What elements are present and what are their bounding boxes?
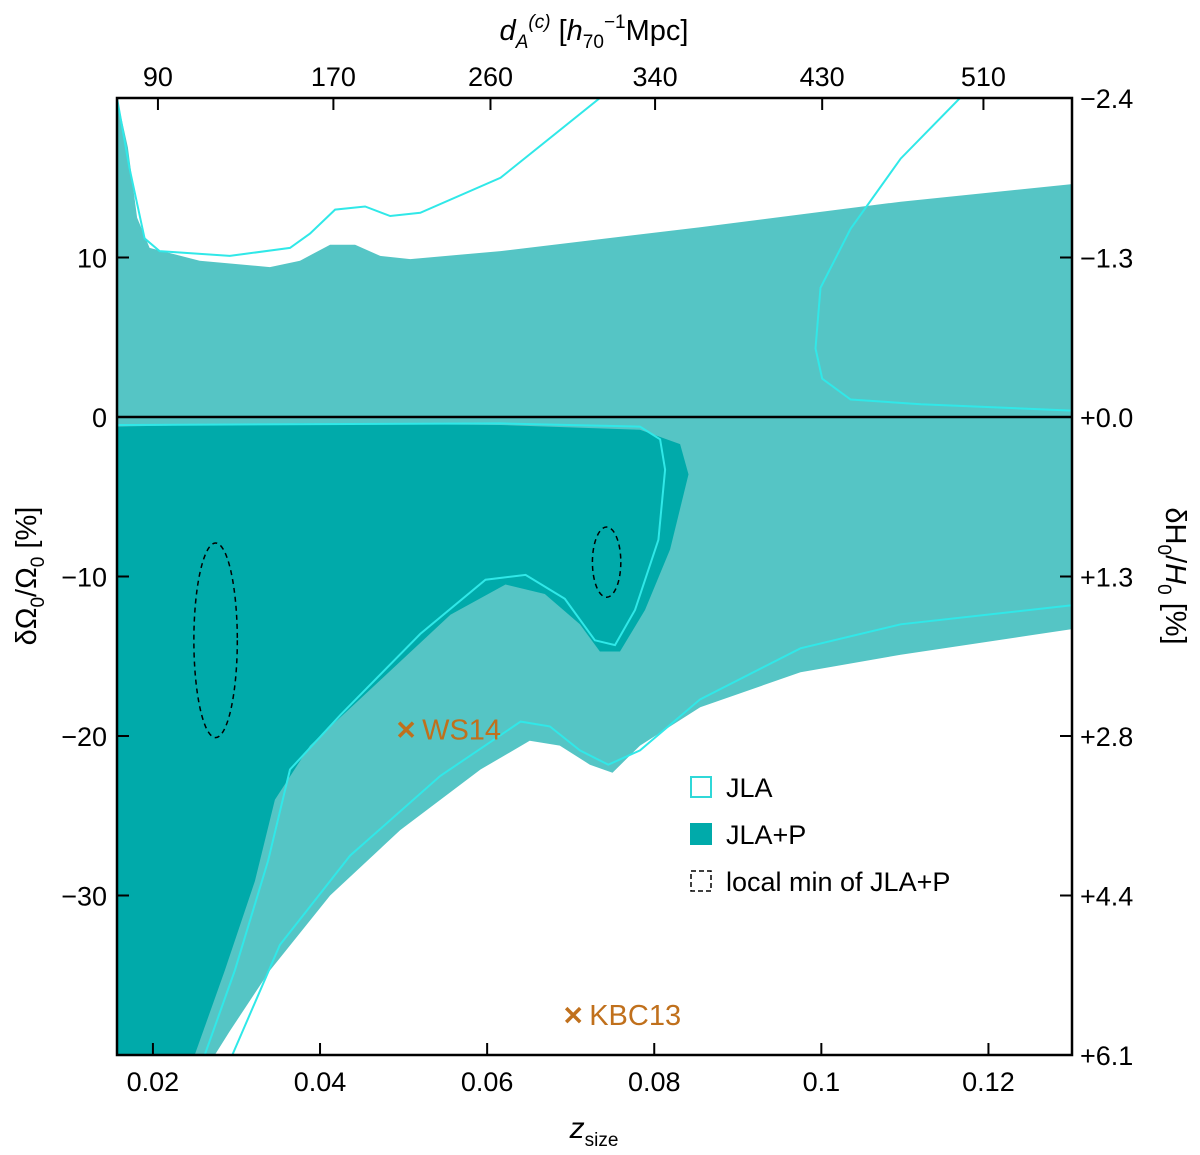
y2-tick-label: +6.1: [1080, 1041, 1133, 1071]
y-tick-label: 0: [92, 403, 107, 433]
y-axis-label-part: /Ω: [11, 567, 43, 597]
y2-tick-label: −2.4: [1080, 84, 1133, 114]
legend-label: JLA: [726, 773, 773, 803]
y-tick-label: −10: [61, 563, 107, 593]
x2-tick-label: 90: [143, 62, 173, 92]
jla-contour: [117, 98, 601, 257]
y2-tick-label: −1.3: [1080, 244, 1133, 274]
x2-axis-label: dA(c) [h70−1Mpc]: [500, 12, 689, 53]
y2-axis-label-part: 0: [1153, 584, 1174, 595]
x2-axis-label-part: Mpc]: [626, 15, 689, 47]
point-marker: [397, 721, 415, 738]
y2-axis-label-part: H: [1159, 563, 1191, 584]
x-axis-label-part: z: [569, 1112, 585, 1145]
x2-tick-label: 260: [468, 62, 513, 92]
y-tick-label: −30: [61, 882, 107, 912]
x-tick-label: 0.04: [294, 1067, 347, 1097]
point-marker: [564, 1006, 582, 1024]
y2-tick-label: +2.8: [1080, 722, 1133, 752]
local-min-contour: [591, 526, 622, 598]
legend-swatch: [690, 823, 712, 845]
y-axis-label: δΩ0/Ω0 [%]: [11, 507, 49, 646]
local-min-contour: [193, 542, 239, 739]
x-tick-label: 0.06: [461, 1067, 514, 1097]
jla-contour: [814, 98, 1072, 412]
y-tick-label: 10: [77, 244, 107, 274]
x-tick-label: 0.12: [962, 1067, 1015, 1097]
confidence-region: [117, 423, 689, 1055]
x-axis-label-part: size: [585, 1130, 619, 1151]
x2-axis-label-part: 70: [583, 32, 604, 53]
y2-tick-label: +4.4: [1080, 882, 1133, 912]
y-axis-label-part: 0: [28, 597, 49, 608]
y2-axis-label-part: 0: [1153, 544, 1174, 555]
x2-axis-label-part: (c): [528, 12, 550, 33]
x2-tick-label: 170: [311, 62, 356, 92]
x-tick-label: 0.08: [628, 1067, 681, 1097]
y-axis-label-part: δΩ: [11, 608, 43, 646]
jla-contour: [117, 422, 667, 1055]
x2-axis-label-part: A: [515, 32, 529, 53]
x2-axis-label-part: [: [551, 15, 567, 47]
y2-axis-label: δH0/H0 [%]: [1153, 507, 1191, 644]
legend-label: JLA+P: [726, 820, 806, 850]
y2-axis-label-part: /: [1159, 555, 1191, 564]
legend-label: local min of JLA+P: [726, 867, 950, 897]
y2-axis-label-part: δH: [1159, 507, 1191, 544]
x2-tick-label: 340: [633, 62, 678, 92]
plot-area: [117, 98, 1072, 1055]
x2-axis-label-part: d: [500, 15, 517, 47]
y-axis-label-part: [%]: [11, 507, 43, 557]
y-tick-label: −20: [61, 722, 107, 752]
y2-tick-label: +0.0: [1080, 403, 1133, 433]
x-tick-label: 0.1: [803, 1067, 841, 1097]
x2-tick-label: 510: [961, 62, 1006, 92]
jla-contour: [231, 604, 1072, 1055]
x2-axis-label-part: h: [567, 15, 583, 47]
point-label: KBC13: [589, 1000, 681, 1032]
x-tick-label: 0.02: [127, 1067, 180, 1097]
x2-axis-label-part: −1: [604, 12, 626, 33]
y-axis-label-part: 0: [28, 557, 49, 568]
y2-axis-label-part: [%]: [1159, 595, 1191, 645]
x-axis-label: zsize: [569, 1112, 619, 1151]
legend-swatch: [690, 776, 712, 798]
point-label: WS14: [422, 715, 501, 747]
y2-tick-label: +1.3: [1080, 563, 1133, 593]
x2-tick-label: 430: [800, 62, 845, 92]
legend-swatch: [690, 870, 712, 892]
